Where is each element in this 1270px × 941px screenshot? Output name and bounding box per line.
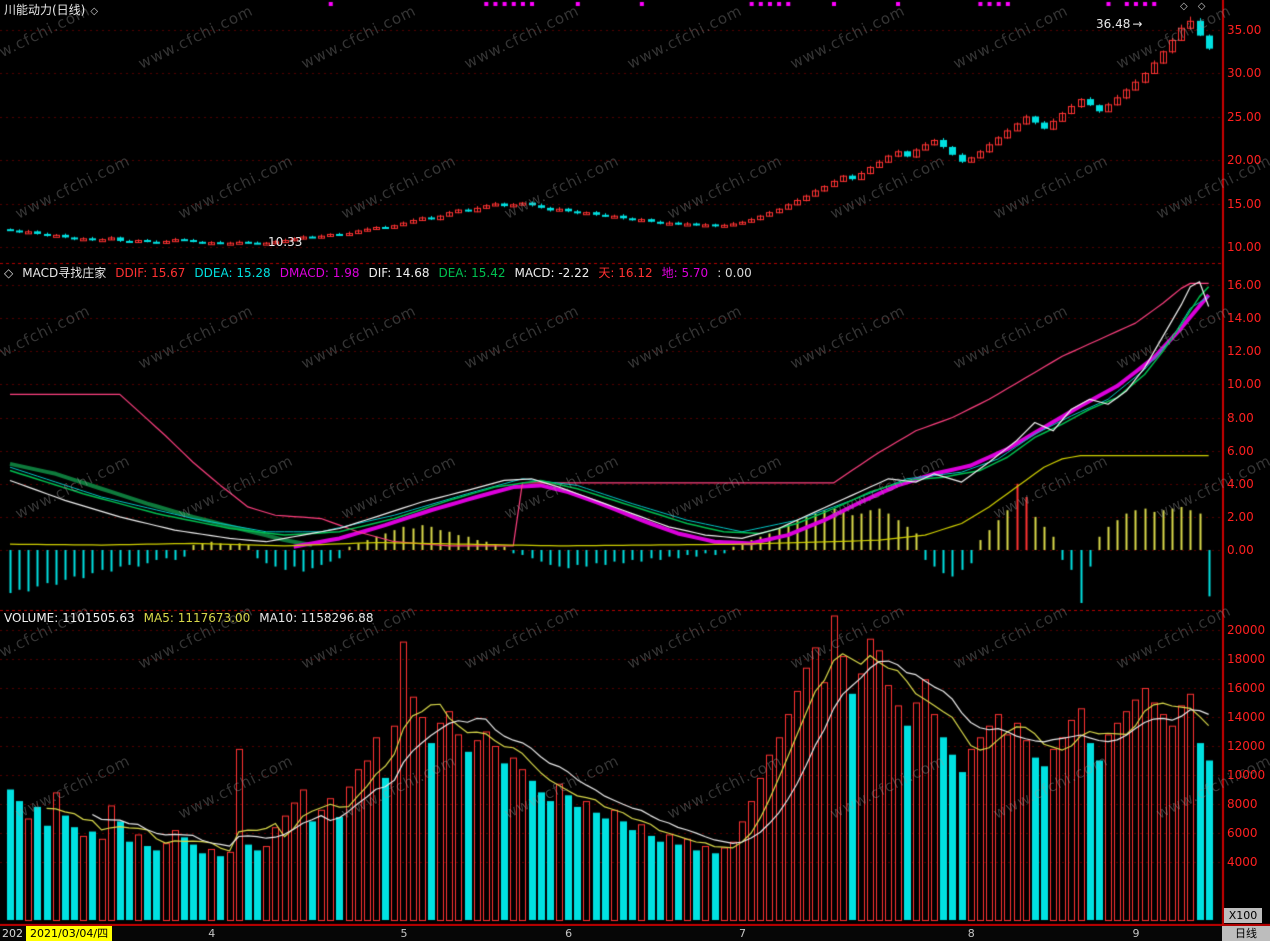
axis-label: 12000 bbox=[1227, 739, 1266, 753]
axis-label: 4000 bbox=[1227, 855, 1258, 869]
axis-label: 4.00 bbox=[1227, 476, 1254, 491]
axis-label: 8.00 bbox=[1227, 410, 1254, 425]
axis-label: 25.00 bbox=[1227, 109, 1262, 124]
high-price-value: 36.48 bbox=[1096, 17, 1131, 31]
axis-label: 16.00 bbox=[1227, 278, 1262, 293]
status-bar: 202 2021/03/04/四 4 5 6 7 8 9 bbox=[0, 926, 1222, 941]
axis-label: 20.00 bbox=[1227, 153, 1262, 167]
month-label: 5 bbox=[400, 927, 408, 940]
month-label: 8 bbox=[967, 927, 975, 940]
macd-indicator-header: ◇ MACD寻找庄家 DDIF: 15.67 DDEA: 15.28 DMACD: 1.… bbox=[4, 264, 761, 281]
indicator-value: MA10: 1158296.88 bbox=[259, 611, 374, 625]
period-selector[interactable]: 日线 bbox=[1222, 926, 1270, 941]
indicator-name: MACD寻找庄家 bbox=[22, 266, 107, 280]
axis-label: 12.00 bbox=[1227, 344, 1262, 359]
arrow-right-icon: → bbox=[1132, 17, 1143, 31]
indicator-value: DDEA: 15.28 bbox=[194, 266, 271, 280]
indicator-value: DEA: 15.42 bbox=[438, 266, 506, 280]
indicator-value: VOLUME: 1101505.63 bbox=[4, 611, 135, 625]
volume-multiplier-badge: X100 bbox=[1224, 908, 1262, 923]
corner-icons: ◇ ◇ bbox=[1180, 1, 1215, 12]
stock-title-text: 川能动力(日线) bbox=[4, 3, 86, 17]
diamond-icon: ◇ bbox=[90, 6, 99, 17]
axis-label: 6000 bbox=[1227, 826, 1258, 840]
axis-label: 15.00 bbox=[1227, 196, 1262, 211]
month-label: 4 bbox=[208, 927, 216, 940]
axis-label: 0.00 bbox=[1227, 543, 1254, 557]
diamond-icon: ◇ bbox=[4, 266, 14, 280]
axis-label: 18000 bbox=[1227, 652, 1266, 666]
axis-label: 10.00 bbox=[1227, 377, 1262, 392]
indicator-value: DIF: 14.68 bbox=[368, 266, 430, 280]
axis-label: 6.00 bbox=[1227, 443, 1254, 458]
axis-label: 14000 bbox=[1227, 710, 1266, 724]
volume-indicator-header: VOLUME: 1101505.63 MA5: 1117673.00 MA10: 1… bbox=[4, 611, 382, 625]
diamond-icon[interactable]: ◇ bbox=[1197, 1, 1206, 12]
axis-label: 8000 bbox=[1227, 797, 1258, 811]
month-label: 6 bbox=[565, 927, 573, 940]
axis-label: 35.00 bbox=[1227, 22, 1262, 37]
indicator-value: MA5: 1117673.00 bbox=[143, 611, 251, 625]
month-label: 7 bbox=[739, 927, 746, 940]
low-price-label: 10.33 bbox=[268, 235, 303, 249]
axis-label: 14.00 bbox=[1227, 311, 1262, 326]
indicator-value: : 0.00 bbox=[717, 266, 752, 280]
axis-label: 10000 bbox=[1227, 768, 1266, 782]
stock-title: 川能动力(日线) ◇ bbox=[4, 1, 98, 18]
indicator-value: DDIF: 15.67 bbox=[115, 266, 186, 280]
indicator-value: 天: 16.12 bbox=[598, 266, 653, 280]
indicator-value: 地: 5.70 bbox=[661, 266, 709, 280]
status-left-text: 202 bbox=[2, 927, 23, 940]
indicator-value: DMACD: 1.98 bbox=[279, 266, 360, 280]
current-date-label: 2021/03/04/四 bbox=[26, 926, 113, 941]
axis-label: 30.00 bbox=[1227, 66, 1262, 80]
axis-label: 2.00 bbox=[1227, 509, 1254, 524]
axis-label: 16000 bbox=[1227, 681, 1266, 695]
axis-label: 10.00 bbox=[1227, 240, 1262, 254]
diamond-icon[interactable]: ◇ bbox=[1180, 1, 1188, 12]
indicator-value: MACD: -2.22 bbox=[514, 266, 590, 280]
high-price-label: 36.48 → bbox=[1096, 17, 1142, 31]
month-label: 9 bbox=[1132, 927, 1140, 940]
axis-label: 20000 bbox=[1227, 623, 1266, 637]
